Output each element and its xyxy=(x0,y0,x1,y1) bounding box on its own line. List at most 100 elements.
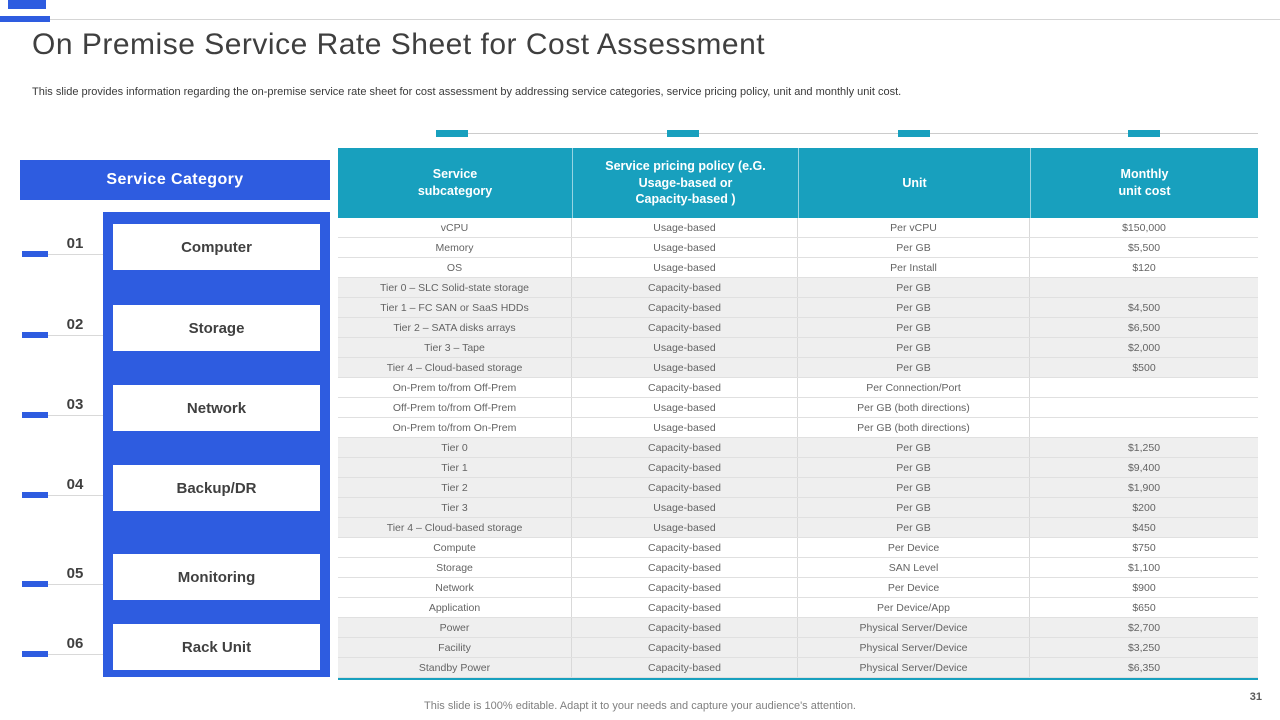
category-item: Network xyxy=(113,385,320,431)
category-connector-line xyxy=(22,415,103,416)
table-cell: $5,500 xyxy=(1127,241,1161,254)
table-cell: Usage-based xyxy=(572,398,798,417)
table-cell: Per GB xyxy=(798,318,1030,337)
table-cell: $9,400 xyxy=(1127,461,1161,474)
table-cell: Per Device xyxy=(798,578,1030,597)
table-cell: Compute xyxy=(338,538,572,557)
table-row: Tier 1 – FC SAN or SaaS HDDs Capacity-bas… xyxy=(338,298,1258,318)
table-cell: Capacity-based xyxy=(572,538,798,557)
table-row: Tier 0 – SLC Solid-state storage Capacity… xyxy=(338,278,1258,298)
table-cell: $200 xyxy=(1132,501,1156,514)
table-row: Facility Capacity-based Physical Server/De… xyxy=(338,638,1258,658)
column-marker-dash xyxy=(667,130,699,137)
table-header-row: Service subcategory Service pricing poli… xyxy=(338,148,1258,218)
table-cell: $1,900 xyxy=(1127,481,1161,494)
table-row: Tier 1 Capacity-based Per GB $9,400 xyxy=(338,458,1258,478)
table-cell: Tier 2 – SATA disks arrays xyxy=(338,318,572,337)
table-cell: Per GB xyxy=(798,358,1030,377)
table-cell: Usage-based xyxy=(572,258,798,277)
table-cell: Usage-based xyxy=(572,218,798,237)
service-category-header: Service Category xyxy=(20,160,330,200)
table-cell xyxy=(1030,418,1258,437)
footer-note: This slide is 100% editable. Adapt it to… xyxy=(424,700,856,712)
table-row: Memory Usage-based Per GB $5,500 xyxy=(338,238,1258,258)
table-cell: Storage xyxy=(338,558,572,577)
table-cell: Per vCPU xyxy=(798,218,1030,237)
table-cell: Capacity-based xyxy=(572,578,798,597)
table-cell: Per GB (both directions) xyxy=(798,398,1030,417)
category-connector-line xyxy=(22,495,103,496)
table-cell: Standby Power xyxy=(338,658,572,677)
table-cell: Per Device xyxy=(798,538,1030,557)
table-cell: $150,000 xyxy=(1122,221,1166,234)
table-cell: Tier 4 – Cloud-based storage xyxy=(338,518,572,537)
table-header-pricing-policy: Service pricing policy (e.G. Usage-based… xyxy=(572,148,798,218)
category-number: 02 xyxy=(66,316,84,333)
table-cell: Per Install xyxy=(798,258,1030,277)
page-number: 31 xyxy=(1249,691,1262,703)
category-number: 06 xyxy=(66,635,84,652)
category-item: Rack Unit xyxy=(113,624,320,670)
column-marker-dash xyxy=(1128,130,1160,137)
table-cell: $6,500 xyxy=(1127,321,1161,334)
category-marker-dash xyxy=(22,651,48,657)
table-cell: Capacity-based xyxy=(572,278,798,297)
category-item: Monitoring xyxy=(113,554,320,600)
table-cell: $450 xyxy=(1132,521,1156,534)
table-cell: Per GB xyxy=(798,298,1030,317)
table-header-service-subcategory: Service subcategory xyxy=(417,167,493,198)
table-cell: $2,000 xyxy=(1127,341,1161,354)
table-cell: Facility xyxy=(338,638,572,657)
table-cell: Capacity-based xyxy=(572,378,798,397)
rate-table: Service subcategory Service pricing poli… xyxy=(338,148,1258,680)
table-cell: $2,700 xyxy=(1127,621,1161,634)
table-cell: Physical Server/Device xyxy=(798,618,1030,637)
table-row: Tier 0 Capacity-based Per GB $1,250 xyxy=(338,438,1258,458)
table-row: On-Prem to/from Off-Prem Capacity-based Pe… xyxy=(338,378,1258,398)
table-row: On-Prem to/from On-Prem Usage-based Per GB… xyxy=(338,418,1258,438)
table-cell: Capacity-based xyxy=(572,298,798,317)
category-number: 03 xyxy=(66,396,84,413)
table-cell: $4,500 xyxy=(1127,301,1161,314)
table-cell: Tier 1 – FC SAN or SaaS HDDs xyxy=(338,298,572,317)
table-row: Tier 3 Usage-based Per GB $200 xyxy=(338,498,1258,518)
table-row: Tier 3 – Tape Usage-based Per GB $2,000 xyxy=(338,338,1258,358)
category-item: Storage xyxy=(113,305,320,351)
table-cell: $6,350 xyxy=(1127,661,1161,674)
table-cell: Usage-based xyxy=(572,238,798,257)
table-cell xyxy=(1030,278,1258,297)
table-cell: $500 xyxy=(1132,361,1156,374)
category-item: Backup/DR xyxy=(113,465,320,511)
slide-title: On Premise Service Rate Sheet for Cost A… xyxy=(32,28,766,61)
table-cell xyxy=(1030,398,1258,417)
column-connector-line xyxy=(436,133,1258,134)
category-connector-line xyxy=(22,584,103,585)
table-cell: $1,250 xyxy=(1127,441,1161,454)
table-cell: $750 xyxy=(1132,541,1156,554)
table-row: Off-Prem to/from Off-Prem Usage-based Per … xyxy=(338,398,1258,418)
table-cell: Capacity-based xyxy=(572,658,798,677)
category-marker-dash xyxy=(22,251,48,257)
table-cell: Memory xyxy=(338,238,572,257)
top-divider-line xyxy=(0,19,1280,20)
table-cell: Tier 4 – Cloud-based storage xyxy=(338,358,572,377)
table-cell: Capacity-based xyxy=(572,638,798,657)
table-cell: OS xyxy=(338,258,572,277)
table-row: Tier 4 – Cloud-based storage Usage-based P… xyxy=(338,358,1258,378)
category-marker-dash xyxy=(22,332,48,338)
table-cell: Per GB xyxy=(798,518,1030,537)
table-cell: $120 xyxy=(1132,261,1156,274)
slide-subtitle: This slide provides information regardin… xyxy=(32,86,902,98)
table-cell: vCPU xyxy=(338,218,572,237)
table-cell: Tier 0 – SLC Solid-state storage xyxy=(338,278,572,297)
column-marker-dash xyxy=(436,130,468,137)
category-connector-line xyxy=(22,335,103,336)
table-row: Storage Capacity-based SAN Level $1,100 xyxy=(338,558,1258,578)
table-cell: On-Prem to/from Off-Prem xyxy=(338,378,572,397)
table-header-monthly-unit-cost: Monthly unit cost xyxy=(1030,148,1258,218)
table-cell: Per Device/App xyxy=(798,598,1030,617)
column-marker-dash xyxy=(898,130,930,137)
service-category-panel xyxy=(103,212,330,677)
table-row: Power Capacity-based Physical Server/Devic… xyxy=(338,618,1258,638)
